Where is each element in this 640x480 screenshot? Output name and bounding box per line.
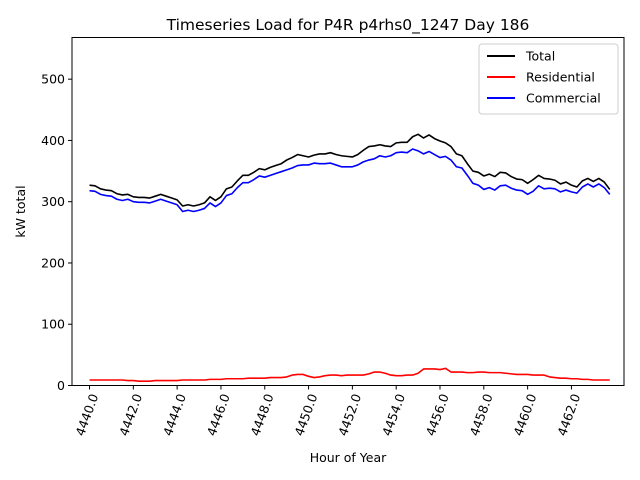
plot-frame: [71, 37, 625, 386]
y-tick-label: 200: [41, 255, 65, 270]
y-tick-label: 500: [41, 72, 65, 87]
y-tick-label: 400: [41, 133, 65, 148]
series-line-total: [89, 133, 611, 207]
y-axis-ticks: 0 100 200 300 400 500: [41, 72, 72, 393]
plot-lines: [89, 133, 611, 383]
legend-box: [478, 43, 619, 115]
y-axis-title: kW total: [13, 185, 28, 237]
chart-title: Timeseries Load for P4R p4rhs0_1247 Day …: [166, 16, 530, 35]
y-tick-label: 0: [57, 378, 65, 393]
series-line-residential: [89, 367, 610, 383]
legend-label-residential: Residential: [526, 70, 595, 85]
x-axis-title: Hour of Year: [310, 450, 387, 465]
y-tick-label: 100: [41, 317, 65, 332]
legend: Total Residential Commercial: [478, 43, 619, 115]
y-tick-label: 300: [41, 194, 65, 209]
legend-label-total: Total: [525, 49, 555, 64]
legend-label-commercial: Commercial: [526, 91, 601, 106]
series-line-commercial: [89, 148, 611, 213]
